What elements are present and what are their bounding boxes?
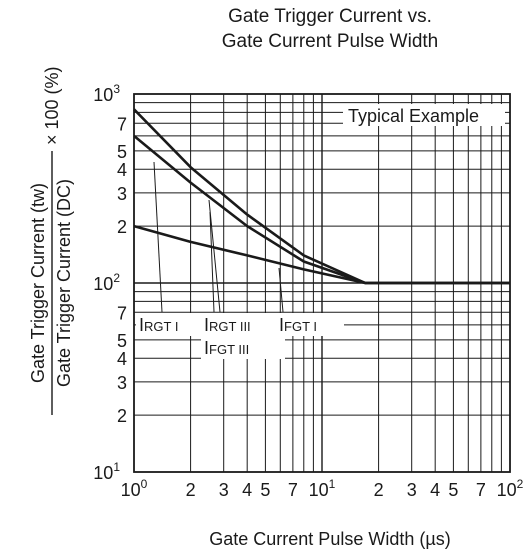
x-tick-label: 4	[242, 480, 252, 500]
y-tick-label: 7	[117, 303, 127, 323]
x-tick-label: 7	[288, 480, 298, 500]
series-label-3: IFGT I	[279, 315, 317, 335]
x-tick-label: 2	[186, 480, 196, 500]
series-lines	[133, 108, 510, 285]
y-tick-label: 2	[117, 217, 127, 237]
y-tick-label: 5	[117, 331, 127, 351]
annotation-typical-example: Typical Example	[348, 106, 479, 126]
y-axis-label: Gate Trigger Current (tw) Gate Trigger Cu…	[28, 66, 74, 415]
y-tick-label: 101	[93, 460, 120, 483]
x-tick-label: 100	[121, 477, 148, 500]
label-box	[136, 313, 204, 336]
chart-title-line-1: Gate Trigger Current vs.	[228, 6, 432, 27]
plot-frame	[133, 93, 511, 473]
x-tick-label: 5	[260, 480, 270, 500]
leader-line	[278, 267, 284, 313]
axes: 100 2 3 4 5 7 101 2 3 4 5 7 1021037543210275432101Ga…	[28, 66, 524, 549]
y-tick-label: 3	[117, 184, 127, 204]
series-label-4: IFGT III	[204, 338, 249, 358]
leader-line	[153, 161, 163, 313]
y-axis-label-numerator: Gate Trigger Current (tw)	[28, 183, 48, 383]
y-tick-label: 4	[117, 160, 127, 180]
series-line-3	[133, 224, 510, 285]
leader-line	[208, 199, 221, 313]
y-tick-label: 102	[93, 271, 120, 294]
y-tick-label: 103	[93, 82, 120, 105]
y-tick-label: 4	[117, 349, 127, 369]
y-tick-label: 5	[117, 142, 127, 162]
label-box	[201, 313, 289, 336]
label-box	[201, 336, 285, 359]
y-tick-label: 7	[117, 114, 127, 134]
x-tick-label: 101	[309, 477, 336, 500]
x-tick-label: 7	[476, 480, 486, 500]
series-label-1: IRGT I	[139, 315, 178, 335]
x-tick-label: 2	[374, 480, 384, 500]
x-tick-label: 4	[430, 480, 440, 500]
x-tick-label: 5	[448, 480, 458, 500]
y-axis-label-denominator: Gate Trigger Current (DC)	[54, 179, 74, 387]
annotation-box	[343, 104, 505, 126]
y-tick-label: 2	[117, 406, 127, 426]
y-axis-label-suffix: × 100 (%)	[42, 66, 62, 145]
series-label-2: IRGT III	[204, 315, 251, 335]
x-tick-label: 3	[219, 480, 229, 500]
y-tick-label: 3	[117, 373, 127, 393]
annotations: Typical Example IRGT I IRGT III IFGT I IFGT …	[136, 104, 505, 359]
chart-title-line-2: Gate Current Pulse Width	[221, 31, 439, 52]
x-tick-label: 3	[407, 480, 417, 500]
x-axis-label: Gate Current Pulse Width (µs)	[209, 529, 450, 549]
leader-line	[209, 211, 215, 313]
x-tick-label: 102	[497, 477, 524, 500]
label-box	[276, 313, 344, 336]
